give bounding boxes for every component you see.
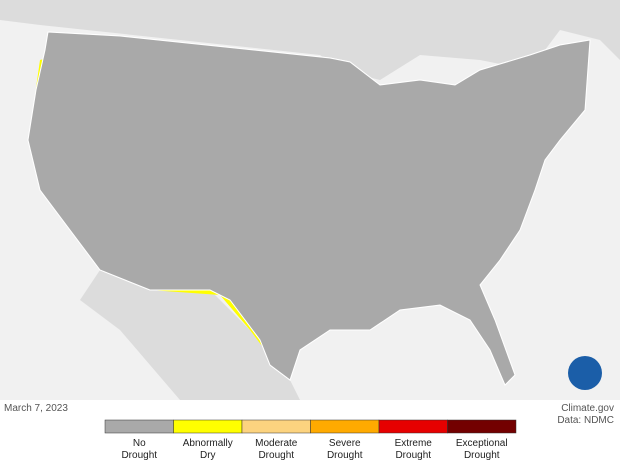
legend-swatch (241, 419, 311, 434)
legend-swatch (173, 419, 243, 434)
credit: Climate.gov (561, 403, 614, 414)
source: Data: NDMC (557, 415, 614, 426)
legend-label: Moderate (255, 438, 298, 449)
legend-label: Abnormally (183, 438, 233, 449)
legend-swatch (378, 419, 448, 434)
map-date: March 7, 2023 (4, 403, 68, 414)
canada (0, 0, 620, 80)
legend-label: Drought (464, 450, 500, 461)
legend-swatch (104, 419, 174, 434)
legend-label: Exceptional (456, 438, 508, 449)
legend-label: Drought (327, 450, 363, 461)
legend-label: Drought (121, 450, 157, 461)
legend-label: No (133, 438, 146, 449)
legend-label: Drought (258, 450, 294, 461)
legend-swatch (310, 419, 380, 434)
noaa-logo (568, 356, 602, 390)
mexico (80, 270, 300, 400)
legend-label: Drought (395, 450, 431, 461)
legend-swatch (447, 419, 517, 434)
legend-label: Severe (329, 438, 361, 449)
legend-label: Dry (200, 450, 216, 461)
legend-label: Extreme (395, 438, 433, 449)
legend: NoDroughtAbnormallyDryModerateDroughtSev… (104, 419, 517, 461)
